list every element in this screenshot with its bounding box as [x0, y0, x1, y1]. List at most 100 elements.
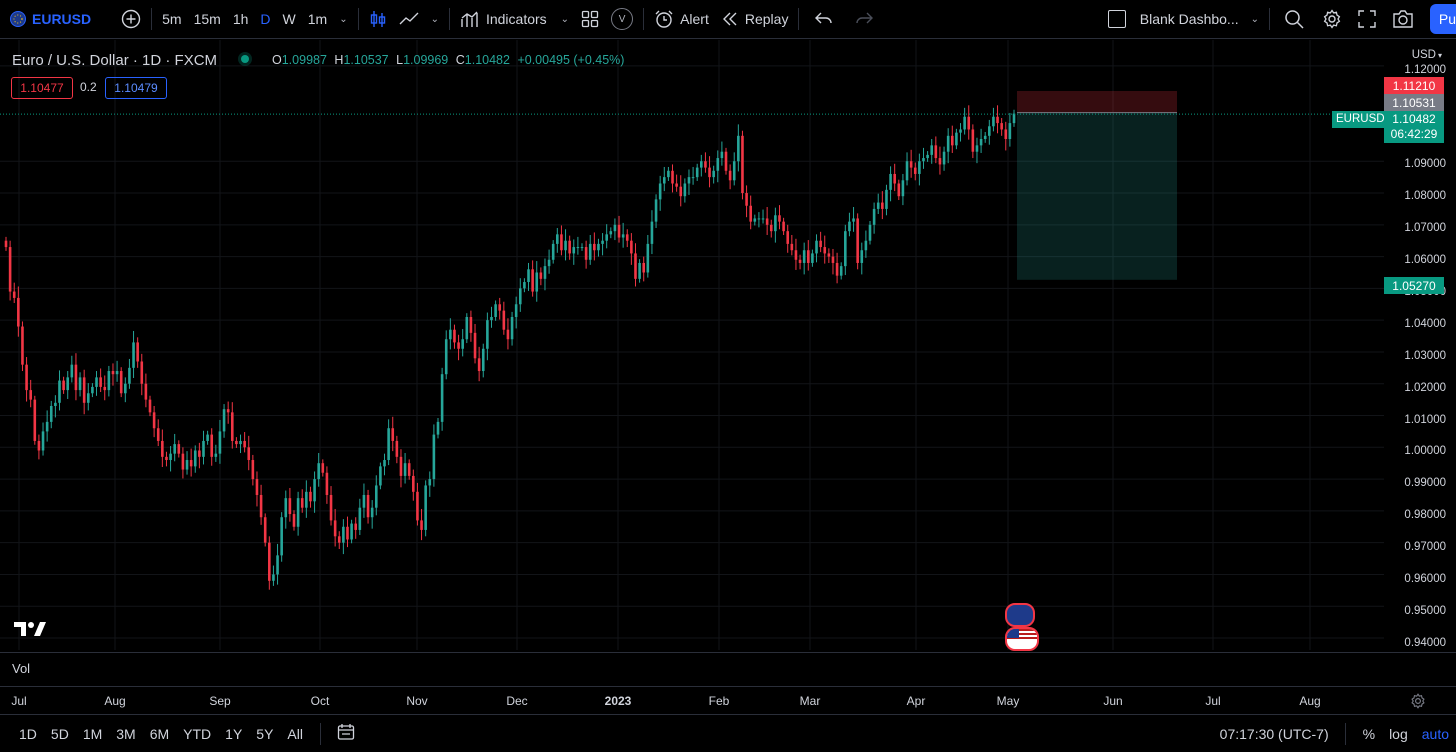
- range-all[interactable]: All: [287, 725, 303, 742]
- candle-body: [597, 243, 600, 251]
- interval-5m[interactable]: 5m: [162, 11, 182, 27]
- candle-body: [383, 460, 386, 467]
- interval-D[interactable]: D: [260, 11, 271, 27]
- divider: [643, 8, 645, 30]
- time-axis[interactable]: Jul Aug Sep Oct Nov Dec 2023 Feb Mar Apr May Jun Jul…: [0, 686, 1456, 715]
- candle-body: [568, 240, 571, 254]
- candle-body: [535, 272, 539, 292]
- candle-body: [412, 475, 415, 492]
- eu-event-icon[interactable]: [1005, 603, 1035, 627]
- redo-button[interactable]: [849, 0, 879, 38]
- us-event-icon[interactable]: [1005, 627, 1039, 651]
- replay-label: Replay: [744, 11, 789, 27]
- candles-type-button[interactable]: [363, 0, 393, 38]
- sell-button[interactable]: 1.10477: [11, 77, 73, 99]
- candle-body: [407, 463, 411, 476]
- price-chart[interactable]: [0, 40, 1384, 650]
- percent-scale-toggle[interactable]: %: [1362, 725, 1376, 742]
- price-tick: 0.94000: [1404, 637, 1446, 649]
- candle-body: [593, 243, 596, 251]
- interval-15m[interactable]: 15m: [193, 11, 221, 27]
- candle-body: [1000, 123, 1003, 130]
- candle-body: [309, 491, 312, 502]
- candle-body: [975, 145, 979, 152]
- candle-body: [33, 399, 37, 441]
- timezone-clock[interactable]: 07:17:30 (UTC-7): [1219, 725, 1329, 742]
- candle-body: [909, 161, 913, 168]
- divider: [1344, 722, 1346, 745]
- candle-body: [107, 371, 111, 391]
- interval-1m[interactable]: 1m: [307, 11, 328, 27]
- candle-body: [621, 234, 625, 238]
- fullscreen-icon: [1358, 10, 1376, 28]
- candle-body: [144, 383, 148, 400]
- candle-body: [370, 507, 374, 518]
- currency-select[interactable]: USD ▾: [1412, 49, 1442, 61]
- candle-body: [683, 183, 687, 197]
- candles-icon: [370, 11, 385, 27]
- line-type-button[interactable]: ⌄: [393, 0, 445, 38]
- volume-pane[interactable]: Vol: [0, 652, 1456, 687]
- indicators-button[interactable]: Indicators ⌄: [454, 0, 575, 38]
- candle-body: [695, 167, 699, 178]
- buy-button[interactable]: 1.10479: [105, 77, 167, 99]
- date-range-button[interactable]: [325, 723, 367, 744]
- candle-body: [708, 167, 711, 178]
- layout-select[interactable]: Blank Dashbo... ⌄: [1102, 0, 1265, 38]
- symbol-title[interactable]: Euro / U.S. Dollar · 1D · FXCM: [12, 52, 218, 69]
- templates-button[interactable]: V: [605, 0, 639, 38]
- candle-body: [765, 218, 769, 225]
- volume-label: Vol: [12, 661, 31, 676]
- candle-body: [959, 129, 962, 133]
- interval-dropdown[interactable]: ⌄: [333, 0, 353, 38]
- range-1m[interactable]: 1M: [82, 725, 103, 742]
- candle-body: [17, 297, 20, 327]
- fullscreen-button[interactable]: [1350, 0, 1384, 38]
- open-label: O: [272, 53, 282, 67]
- rewind-icon: [722, 12, 737, 26]
- candle-body: [712, 170, 715, 178]
- alert-button[interactable]: Alert: [648, 0, 715, 38]
- interval-1h[interactable]: 1h: [232, 11, 249, 27]
- snapshot-button[interactable]: [1384, 0, 1422, 38]
- symbol-search[interactable]: EURUSD: [0, 0, 97, 38]
- candle-body: [650, 221, 654, 244]
- gear-icon[interactable]: [1410, 693, 1426, 709]
- chevron-down-icon: ▾: [1437, 51, 1442, 60]
- auto-scale-toggle[interactable]: auto: [1421, 725, 1449, 742]
- candle-body: [21, 326, 24, 365]
- interval-W[interactable]: W: [282, 11, 296, 27]
- candle-body: [811, 253, 814, 263]
- publish-button[interactable]: Pu: [1430, 4, 1456, 34]
- divider: [798, 8, 800, 30]
- log-scale-toggle[interactable]: log: [1389, 725, 1408, 742]
- candle-body: [148, 399, 152, 413]
- chevron-down-icon: ⌄: [430, 13, 439, 25]
- price-tick: 1.01000: [1404, 414, 1446, 426]
- candle-body: [741, 135, 744, 194]
- settings-button[interactable]: [1314, 0, 1350, 38]
- search-button[interactable]: [1274, 0, 1314, 38]
- candle-body: [37, 440, 41, 451]
- candle-body: [222, 409, 226, 432]
- range-3m[interactable]: 3M: [116, 725, 136, 742]
- undo-button[interactable]: [809, 0, 839, 38]
- candle-body: [235, 440, 238, 445]
- range-5d[interactable]: 5D: [50, 725, 69, 742]
- range-ytd[interactable]: YTD: [183, 725, 212, 742]
- candle-body: [737, 135, 740, 162]
- layout-grid-button[interactable]: [575, 0, 605, 38]
- range-6m[interactable]: 6M: [149, 725, 170, 742]
- range-1d[interactable]: 1D: [19, 725, 37, 742]
- add-symbol-button[interactable]: [115, 0, 147, 38]
- chevron-down-icon: ⌄: [560, 13, 570, 25]
- candle-body: [189, 460, 193, 467]
- range-1y[interactable]: 1Y: [225, 725, 243, 742]
- range-5y[interactable]: 5Y: [256, 725, 274, 742]
- replay-button[interactable]: Replay: [715, 0, 795, 38]
- candle-body: [230, 412, 234, 441]
- candle-body: [461, 339, 464, 349]
- ohlc-values: O1.09987 H1.10537 L1.09969 C1.10482 +0.0…: [272, 53, 624, 67]
- candle-body: [560, 234, 563, 251]
- candle-body: [58, 380, 61, 403]
